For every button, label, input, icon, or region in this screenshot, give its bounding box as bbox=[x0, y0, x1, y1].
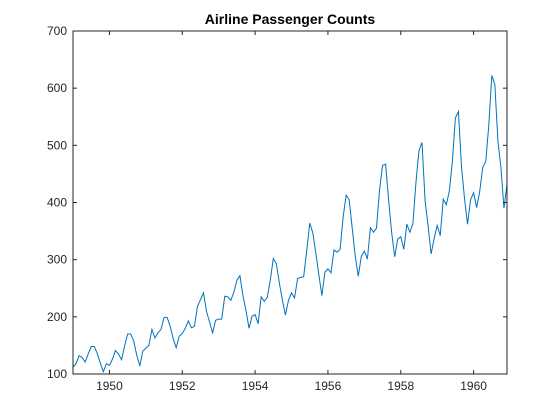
y-tick-label: 400 bbox=[47, 196, 67, 210]
y-tick-label: 200 bbox=[47, 310, 67, 324]
x-tick-label: 1950 bbox=[96, 379, 123, 393]
x-axis: 1950 1952 1954 1956 1958 1960 bbox=[96, 31, 487, 393]
y-tick-label: 700 bbox=[47, 24, 67, 38]
plot-area bbox=[73, 31, 507, 374]
y-axis: 100 200 300 400 500 600 700 bbox=[47, 24, 507, 381]
chart-title: Airline Passenger Counts bbox=[205, 11, 376, 27]
x-tick-label: 1954 bbox=[242, 379, 269, 393]
y-tick-label: 600 bbox=[47, 81, 67, 95]
x-tick-label: 1960 bbox=[460, 379, 487, 393]
passenger-series-line bbox=[72, 75, 508, 374]
x-tick-label: 1956 bbox=[315, 379, 342, 393]
x-tick-label: 1958 bbox=[387, 379, 414, 393]
y-tick-label: 300 bbox=[47, 253, 67, 267]
x-tick-label: 1952 bbox=[169, 379, 196, 393]
y-tick-label: 500 bbox=[47, 138, 67, 152]
y-tick-label: 100 bbox=[47, 367, 67, 381]
